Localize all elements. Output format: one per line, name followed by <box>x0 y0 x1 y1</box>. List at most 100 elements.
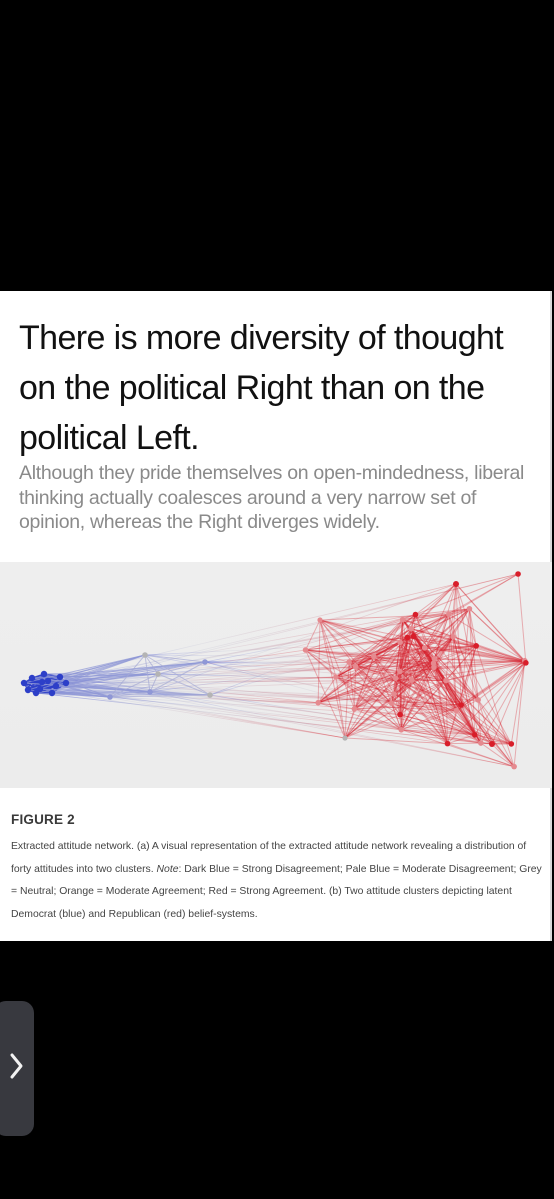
network-edge <box>395 662 434 679</box>
network-edge <box>433 667 476 736</box>
network-edge <box>354 708 475 736</box>
network-node <box>397 668 403 675</box>
network-edge <box>455 583 479 701</box>
network-edge <box>415 614 479 701</box>
network-edge <box>407 637 435 660</box>
network-edge <box>424 645 477 649</box>
network-node <box>443 677 449 684</box>
network-edge <box>336 676 447 682</box>
network-edge <box>318 693 395 704</box>
network-edge <box>335 676 346 739</box>
network-edge <box>474 660 526 736</box>
network-edge <box>406 637 448 744</box>
network-edge <box>402 613 449 621</box>
network-node <box>392 675 399 681</box>
network-edge <box>355 647 425 667</box>
network-edge <box>447 645 477 744</box>
network-edge <box>317 671 401 704</box>
network-edge <box>344 662 350 739</box>
network-edge <box>391 703 402 730</box>
network-edge <box>373 583 457 657</box>
network-edge <box>433 660 525 664</box>
network-edge <box>399 658 435 672</box>
network-edge <box>480 662 527 744</box>
network-edge <box>317 656 375 704</box>
network-edge <box>445 680 512 745</box>
network-node <box>397 711 403 718</box>
network-edge <box>447 743 515 768</box>
network-edge <box>391 614 450 704</box>
network-edge <box>39 688 346 739</box>
network-edge <box>157 673 211 696</box>
network-edge <box>411 679 448 744</box>
network-edge <box>335 676 401 716</box>
network-edge <box>401 704 462 731</box>
network-edge <box>399 680 447 716</box>
network-edge <box>348 661 402 731</box>
network-edge <box>415 573 519 616</box>
network-edge <box>344 658 435 739</box>
network-edge <box>373 656 434 664</box>
network-edge <box>391 662 434 704</box>
network-edge <box>109 691 151 698</box>
network-edge <box>445 680 479 701</box>
figure-caption: Extracted attitude network. (a) A visual… <box>11 836 545 926</box>
network-node <box>397 639 403 646</box>
network-edge <box>400 667 435 731</box>
network-node <box>342 735 348 741</box>
network-edge <box>415 583 457 615</box>
network-edge <box>399 662 526 672</box>
network-edge <box>411 679 512 745</box>
article-card: There is more diversity of thought on th… <box>0 291 552 941</box>
network-edge <box>41 673 159 683</box>
network-node <box>370 653 377 660</box>
network-edge <box>317 658 435 704</box>
network-edge <box>453 636 527 664</box>
network-edge <box>344 708 355 739</box>
network-edge <box>401 710 457 731</box>
network-edge <box>27 647 425 691</box>
network-edge <box>335 658 435 678</box>
network-edge <box>399 619 404 672</box>
network-edge <box>354 704 462 710</box>
network-edge <box>204 661 434 664</box>
network-edge <box>305 649 392 704</box>
subheadline: Although they pride themselves on open-m… <box>19 462 525 533</box>
network-node <box>523 660 529 666</box>
network-edge <box>433 660 525 668</box>
network-edge <box>373 641 401 657</box>
network-edge <box>355 666 448 745</box>
network-edge <box>335 670 400 678</box>
network-edge <box>402 619 435 660</box>
network-edge <box>399 714 512 745</box>
network-edge <box>445 583 457 681</box>
caption-text-1: Extracted attitude network. (a) A visual… <box>11 841 527 875</box>
network-edge <box>452 636 482 744</box>
network-edge <box>319 619 401 715</box>
network-edge <box>410 628 477 647</box>
network-edge <box>305 614 416 651</box>
network-edge <box>445 680 462 706</box>
network-edge <box>460 645 477 706</box>
network-node <box>471 732 478 738</box>
network-edge <box>317 647 425 704</box>
network-edge <box>400 641 425 649</box>
network-edge <box>348 635 414 663</box>
network-edge <box>373 608 470 657</box>
network-edge <box>393 693 482 744</box>
network-edge <box>401 729 493 745</box>
network-edge <box>348 614 416 663</box>
network-edge <box>399 671 402 730</box>
network-edge <box>460 704 476 736</box>
side-panel-tab[interactable] <box>0 1001 34 1136</box>
network-edge <box>157 647 425 675</box>
network-edge <box>204 661 412 681</box>
network-edge <box>344 737 448 745</box>
network-edge <box>305 649 402 731</box>
network-edge <box>413 636 448 744</box>
network-edge <box>319 619 375 657</box>
network-edge <box>319 619 357 667</box>
network-edge <box>411 583 457 681</box>
network-edge <box>391 680 447 704</box>
network-node <box>155 671 161 677</box>
